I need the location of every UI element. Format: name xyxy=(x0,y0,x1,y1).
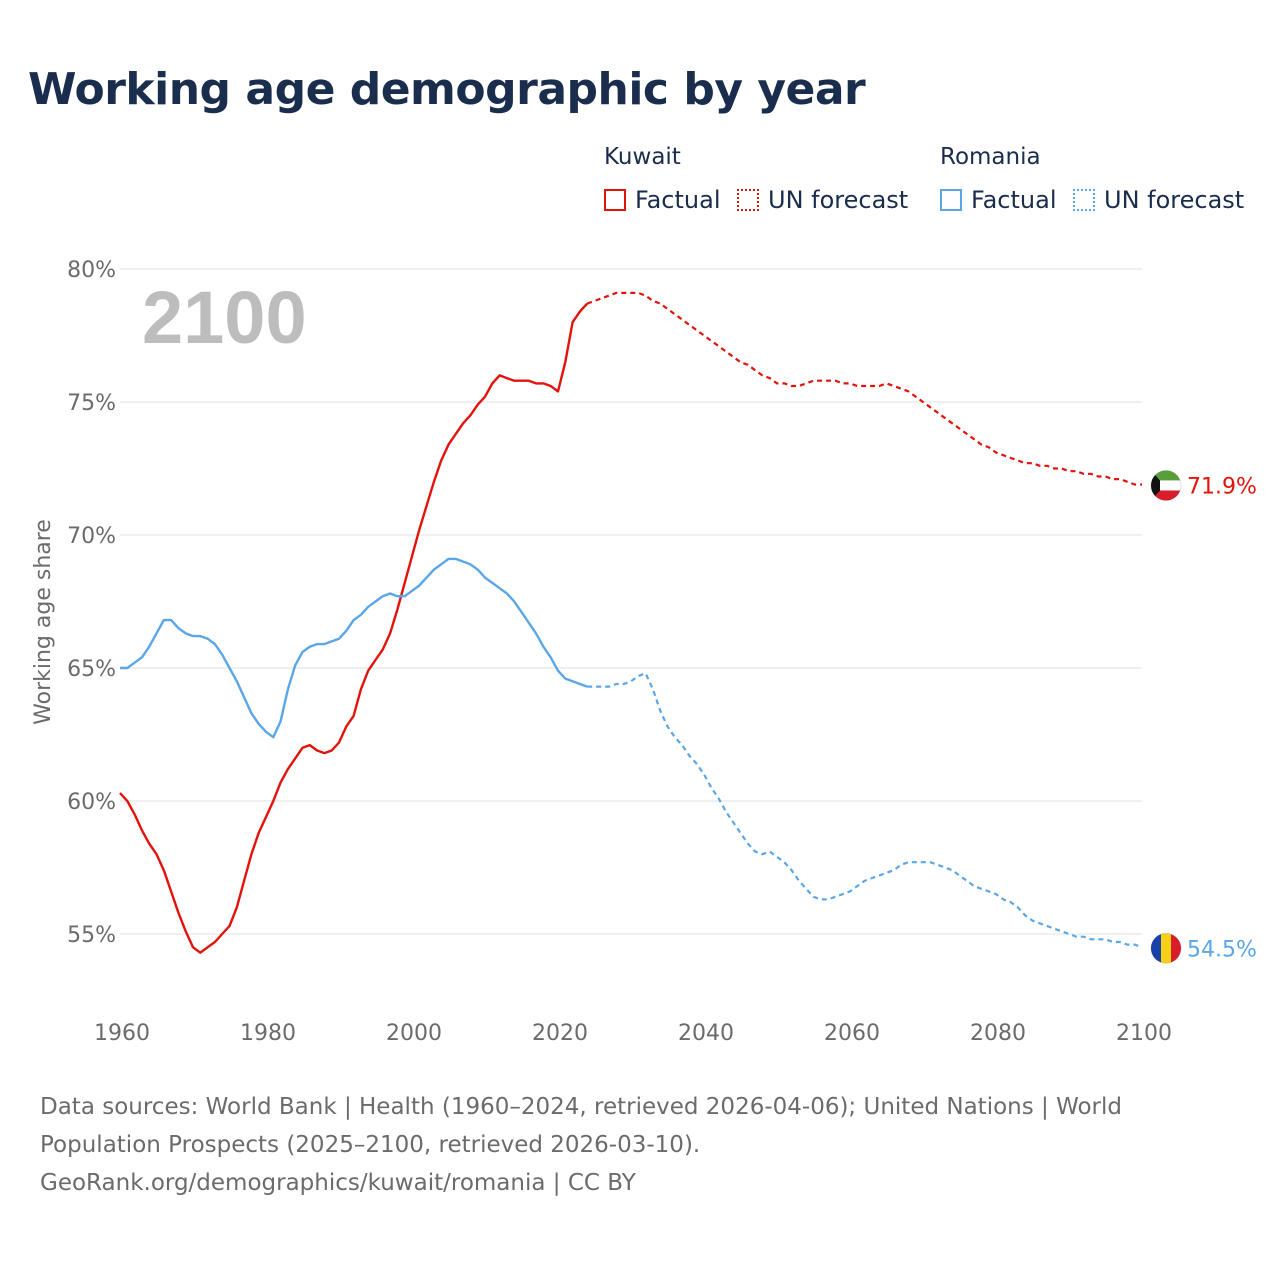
legend-swatch-dotted xyxy=(1073,189,1095,211)
chart-title: Working age demographic by year xyxy=(28,64,866,115)
series-end-markers: 71.9% 54.5% xyxy=(1150,469,1257,964)
x-tick-label: 1980 xyxy=(240,1021,296,1046)
series-layer xyxy=(119,291,1143,954)
end-label-kuwait: 71.9% xyxy=(1187,474,1257,499)
x-tick-label: 2000 xyxy=(386,1021,442,1046)
footer-sources: Data sources: World Bank | Health (1960–… xyxy=(40,1088,1240,1202)
series-line-kuwait-factual[interactable] xyxy=(119,302,589,954)
legend-swatch-dotted xyxy=(737,189,759,211)
x-tick-label: 2100 xyxy=(1116,1021,1172,1046)
legend-label: Factual xyxy=(635,186,721,214)
x-tick-label: 2040 xyxy=(678,1021,734,1046)
x-axis-ticks: 1960 1980 2000 2020 2040 2060 2080 2100 xyxy=(94,1021,1172,1046)
x-tick-label: 2020 xyxy=(532,1021,588,1046)
kuwait-flag-icon xyxy=(1150,469,1182,501)
year-watermark: 2100 xyxy=(142,276,307,359)
y-axis-ticks: 55% 60% 65% 70% 75% 80% xyxy=(67,258,116,948)
legend-country-romania: Romania xyxy=(940,144,1041,170)
x-tick-label: 1960 xyxy=(94,1021,150,1046)
x-tick-label: 2080 xyxy=(970,1021,1026,1046)
romania-flag-icon xyxy=(1150,932,1182,964)
gridlines xyxy=(120,268,1142,935)
legend-swatch-solid xyxy=(940,189,962,211)
y-tick-label: 80% xyxy=(67,258,116,283)
series-line-romania-forecast[interactable] xyxy=(587,671,1143,949)
y-axis-title: Working age share xyxy=(31,519,56,725)
legend-label: Factual xyxy=(971,186,1057,214)
legend-swatch-solid xyxy=(604,189,626,211)
legend-label: UN forecast xyxy=(768,186,909,214)
y-tick-label: 65% xyxy=(67,657,116,682)
legend-label: UN forecast xyxy=(1104,186,1245,214)
series-line-kuwait-forecast[interactable] xyxy=(586,291,1142,486)
y-tick-label: 55% xyxy=(67,923,116,948)
footer-line-2: Population Prospects (2025–2100, retriev… xyxy=(40,1132,701,1158)
y-tick-label: 60% xyxy=(67,790,116,815)
footer-line-1: Data sources: World Bank | Health (1960–… xyxy=(40,1094,1122,1120)
footer-attribution[interactable]: GeoRank.org/demographics/kuwait/romania … xyxy=(40,1170,636,1196)
series-line-romania-factual[interactable] xyxy=(120,557,588,739)
y-tick-label: 75% xyxy=(67,391,116,416)
end-label-romania: 54.5% xyxy=(1187,937,1257,962)
y-tick-label: 70% xyxy=(67,524,116,549)
x-tick-label: 2060 xyxy=(824,1021,880,1046)
legend-country-kuwait: Kuwait xyxy=(604,144,681,170)
line-chart: 55% 60% 65% 70% 75% 80% 1960 1980 2000 2020 2040 2… xyxy=(31,258,1257,1046)
